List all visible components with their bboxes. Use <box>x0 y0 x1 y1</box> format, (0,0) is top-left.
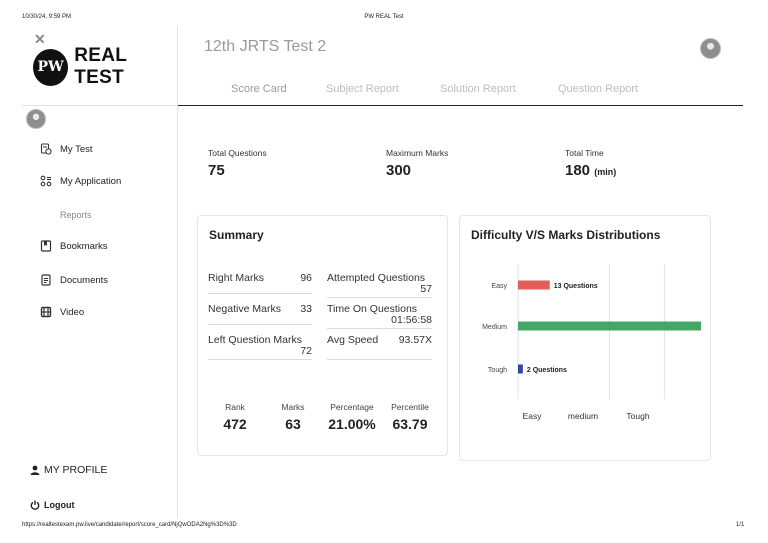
marks-label: Marks <box>281 402 305 412</box>
chart-bar <box>518 364 523 374</box>
chart-category-label: Medium <box>482 324 507 331</box>
percentage-value: 21.00% <box>328 416 376 432</box>
logo: PW REAL TEST <box>33 45 177 89</box>
stat-unit: (min) <box>594 167 617 177</box>
user-icon <box>30 465 40 475</box>
summary-negative-marks: Negative Marks 33 <box>208 303 312 325</box>
chart-tick-label: medium <box>568 411 598 421</box>
difficulty-chart-card: Difficulty V/S Marks Distributions Easy 1… <box>459 215 711 461</box>
test-icon <box>40 143 52 155</box>
summary-left-question-marks: Left Question Marks 72 <box>208 334 312 360</box>
summary-value: 01:56:58 <box>391 314 432 326</box>
stat-value-row: 180 (min) <box>565 162 616 179</box>
my-profile-label: MY PROFILE <box>44 464 108 476</box>
print-url: https://realtestexam.pw.live/candidate/r… <box>22 522 237 528</box>
tab-score-card[interactable]: Score Card <box>231 83 287 95</box>
tab-question-report[interactable]: Question Report <box>558 83 639 95</box>
summary-value: 57 <box>420 283 432 295</box>
sidebar: ✕ PW REAL TEST My Test My Application Re… <box>22 26 178 518</box>
video-icon <box>40 306 52 318</box>
rank-value: 472 <box>223 416 247 432</box>
chart-category-label: Easy <box>491 283 507 290</box>
stat-label: Total Questions <box>208 148 267 158</box>
print-page-number: 1/1 <box>736 522 745 528</box>
sidebar-item-bookmarks[interactable]: Bookmarks <box>40 240 108 252</box>
summary-avg-speed: Avg Speed 93.57X <box>327 334 432 360</box>
close-icon[interactable]: ✕ <box>34 31 46 47</box>
summary-value: 33 <box>300 303 312 315</box>
sidebar-item-my-application[interactable]: My Application <box>40 175 121 187</box>
chart-tick-label: Easy <box>523 411 543 421</box>
document-icon <box>40 274 52 286</box>
percentile-value: 63.79 <box>392 416 428 432</box>
summary-label: Right Marks <box>208 272 265 284</box>
sidebar-item-label: Video <box>60 306 85 318</box>
summary-attempted-questions: Attempted Questions 57 <box>327 272 432 298</box>
summary-right-marks: Right Marks 96 <box>208 272 312 294</box>
summary-card: Summary Right Marks 96 Negative Marks 33… <box>197 215 448 456</box>
stat-label: Total Time <box>565 148 604 158</box>
logo-text: REAL TEST <box>74 45 127 88</box>
chart-title: Difficulty V/S Marks Distributions <box>471 228 661 242</box>
sidebar-item-my-test[interactable]: My Test <box>40 143 93 155</box>
power-icon <box>30 500 40 510</box>
application-icon <box>40 175 52 187</box>
summary-label: Negative Marks <box>208 303 281 315</box>
stat-value: 180 <box>565 162 591 179</box>
summary-rank: Rank 472 <box>220 402 250 432</box>
chart-data-label: 2 Questions <box>527 367 567 374</box>
sidebar-item-video[interactable]: Video <box>40 306 84 318</box>
stat-value: 300 <box>386 162 412 179</box>
my-profile-link[interactable]: MY PROFILE <box>30 464 107 476</box>
sidebar-item-documents[interactable]: Documents <box>40 274 108 286</box>
summary-value: 72 <box>300 345 312 357</box>
logout-button[interactable]: Logout <box>30 500 75 510</box>
summary-label: Avg Speed <box>327 334 379 346</box>
chart-category-label: Tough <box>488 367 507 374</box>
summary-marks: Marks 63 <box>276 402 310 432</box>
difficulty-marks-chart: Easy 13 Questions Medium Tough 2 Questions Ea… <box>482 264 701 421</box>
summary-time-on-questions: Time On Questions 01:56:58 <box>327 303 432 329</box>
percentile-label: Percentile <box>391 402 429 412</box>
summary-label: Time On Questions <box>327 303 418 315</box>
stat-total-questions: Total Questions 75 <box>208 148 267 179</box>
summary-percentile: Percentile 63.79 <box>385 402 435 432</box>
print-datetime: 10/30/24, 9:59 PM <box>22 14 72 20</box>
sidebar-item-label: My Test <box>60 143 93 155</box>
summary-label: Attempted Questions <box>327 272 426 284</box>
chart-bar <box>518 280 550 290</box>
chart-bar <box>518 321 701 331</box>
rank-label: Rank <box>225 402 245 412</box>
print-title: PW REAL Test <box>364 14 404 20</box>
marks-value: 63 <box>285 416 301 432</box>
tab-solution-report[interactable]: Solution Report <box>440 83 516 95</box>
summary-value: 93.57X <box>398 334 432 346</box>
tab-subject-report[interactable]: Subject Report <box>326 83 399 95</box>
stat-label: Maximum Marks <box>386 148 449 158</box>
page-title: 12th JRTS Test 2 <box>204 38 327 55</box>
bookmark-icon <box>40 240 52 252</box>
stat-total-time: Total Time 180 (min) <box>565 148 616 179</box>
logout-label: Logout <box>44 500 75 510</box>
chart-data-label: 13 Questions <box>554 283 598 290</box>
avatar[interactable] <box>26 109 46 129</box>
percentage-label: Percentage <box>330 402 374 412</box>
summary-value: 96 <box>300 272 312 284</box>
chart-tick-label: Tough <box>626 411 649 421</box>
summary-label: Left Question Marks <box>208 334 302 346</box>
sidebar-item-label: Bookmarks <box>60 240 108 252</box>
stat-maximum-marks: Maximum Marks 300 <box>386 148 448 179</box>
logo-mark: PW <box>33 48 69 86</box>
summary-title: Summary <box>209 228 264 242</box>
sidebar-divider <box>22 105 178 106</box>
stat-value: 75 <box>208 162 225 179</box>
sidebar-item-label: My Application <box>60 175 122 187</box>
sidebar-section-reports[interactable]: Reports <box>60 210 92 220</box>
avatar[interactable] <box>700 38 721 59</box>
sidebar-item-label: Documents <box>60 274 109 286</box>
tab-bar: Score Card Subject Report Solution Repor… <box>178 82 743 106</box>
summary-percentage: Percentage 21.00% <box>324 402 380 432</box>
